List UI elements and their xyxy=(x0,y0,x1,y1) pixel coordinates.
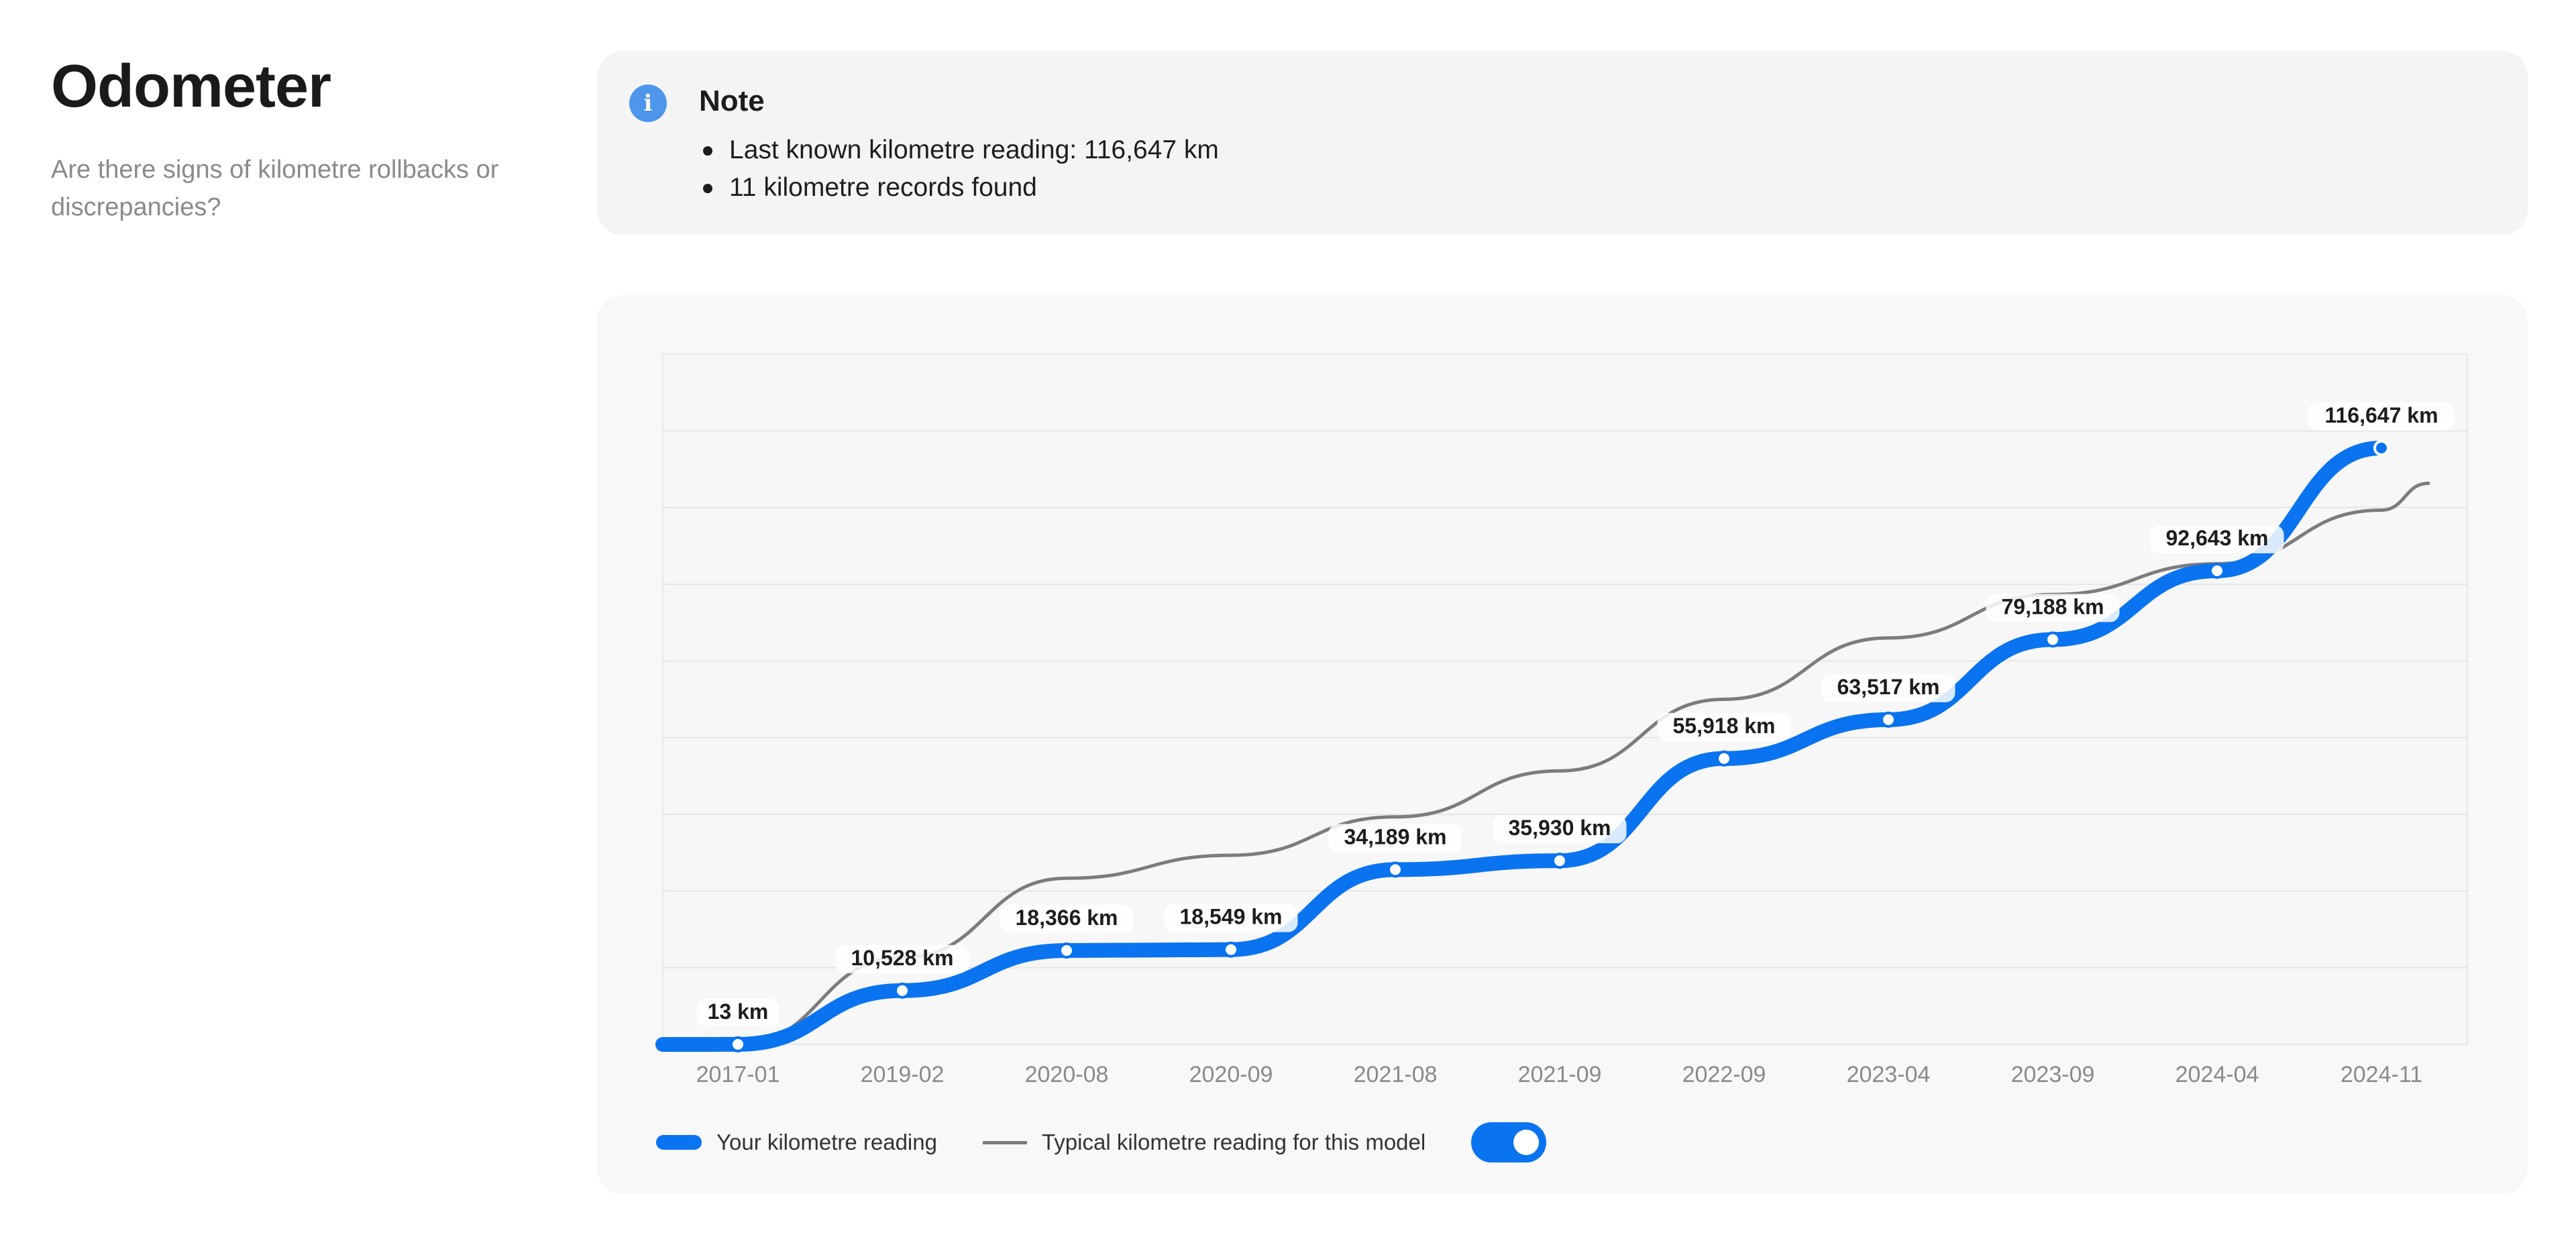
data-label-background xyxy=(2308,402,2455,431)
legend-swatch-typical-reading xyxy=(982,1140,1027,1144)
x-tick-label: 2023-04 xyxy=(1847,1062,1931,1087)
data-label: 92,643 km xyxy=(2165,526,2268,550)
data-label-background xyxy=(696,998,780,1027)
data-label-background xyxy=(1986,594,2120,622)
your-reading-line xyxy=(655,440,2389,1052)
data-label-background xyxy=(2150,525,2284,553)
data-label-background xyxy=(1328,824,1462,853)
data-point[interactable] xyxy=(1552,853,1568,869)
data-label: 35,930 km xyxy=(1508,816,1611,840)
data-point[interactable] xyxy=(2373,439,2390,456)
data-label-background xyxy=(1493,815,1627,844)
legend-swatch-your-reading xyxy=(656,1135,702,1150)
data-label-background xyxy=(1821,673,1955,702)
note-item-record-count: 11 kilometre records found xyxy=(699,169,1219,207)
data-label: 13 km xyxy=(708,999,769,1024)
note-item-last-reading: Last known kilometre reading: 116,647 km xyxy=(699,131,1219,169)
data-point[interactable] xyxy=(1387,861,1403,878)
data-label-background xyxy=(835,944,969,973)
x-tick-label: 2021-09 xyxy=(1518,1062,1602,1087)
data-label: 63,517 km xyxy=(1837,675,1939,699)
data-label: 10,528 km xyxy=(851,946,953,970)
data-label: 116,647 km xyxy=(2324,403,2438,427)
data-point[interactable] xyxy=(1880,711,1896,728)
x-tick-label: 2024-11 xyxy=(2341,1062,2422,1087)
note-panel: i Note Last known kilometre reading: 116… xyxy=(597,51,2528,235)
x-tick-label: 2019-02 xyxy=(861,1062,945,1087)
data-point[interactable] xyxy=(894,982,910,999)
header-section: Odometer Are there signs of kilometre ro… xyxy=(51,54,521,226)
chart-legend: Your kilometre reading Typical kilometre… xyxy=(656,1122,1547,1162)
data-label-background xyxy=(1164,904,1298,932)
data-label: 79,188 km xyxy=(2001,594,2104,618)
data-point[interactable] xyxy=(2209,562,2225,579)
page-title: Odometer xyxy=(51,53,331,120)
data-label: 34,189 km xyxy=(1344,824,1446,849)
x-tick-label: 2024-04 xyxy=(2176,1062,2259,1087)
data-label-background xyxy=(1657,712,1791,741)
note-list: Last known kilometre reading: 116,647 km… xyxy=(699,131,1219,207)
typical-reading-toggle[interactable] xyxy=(1471,1122,1547,1162)
data-label-background xyxy=(1000,905,1134,934)
x-tick-label: 2020-09 xyxy=(1189,1062,1273,1087)
data-label: 18,549 km xyxy=(1179,905,1282,929)
legend-label-your-reading: Your kilometre reading xyxy=(716,1130,937,1154)
odometer-chart-card: 13 km 10,528 km 18,366 km 18,549 km 34,189 k… xyxy=(597,295,2528,1194)
x-tick-label: 2017-01 xyxy=(696,1062,780,1087)
data-point[interactable] xyxy=(2045,631,2061,648)
data-point[interactable] xyxy=(1223,941,1239,958)
note-title: Note xyxy=(699,85,765,117)
x-tick-label: 2020-08 xyxy=(1025,1062,1109,1087)
data-label: 55,918 km xyxy=(1672,714,1775,738)
toggle-knob xyxy=(1513,1130,1540,1155)
info-icon: i xyxy=(629,85,667,122)
x-tick-label: 2021-08 xyxy=(1354,1062,1438,1087)
data-point[interactable] xyxy=(1059,942,1075,959)
data-label: 18,366 km xyxy=(1015,906,1118,930)
plot-area xyxy=(662,354,2468,1045)
page-subtitle: Are there signs of kilometre rollbacks o… xyxy=(51,156,499,221)
odometer-chart: 13 km 10,528 km 18,366 km 18,549 km 34,189 k… xyxy=(655,354,2468,1087)
x-tick-label: 2023-09 xyxy=(2011,1062,2095,1087)
data-point[interactable] xyxy=(1716,750,1732,767)
x-tick-label: 2022-09 xyxy=(1682,1062,1766,1087)
data-point[interactable] xyxy=(730,1036,746,1052)
legend-label-typical-reading: Typical kilometre reading for this model xyxy=(1041,1130,1426,1154)
